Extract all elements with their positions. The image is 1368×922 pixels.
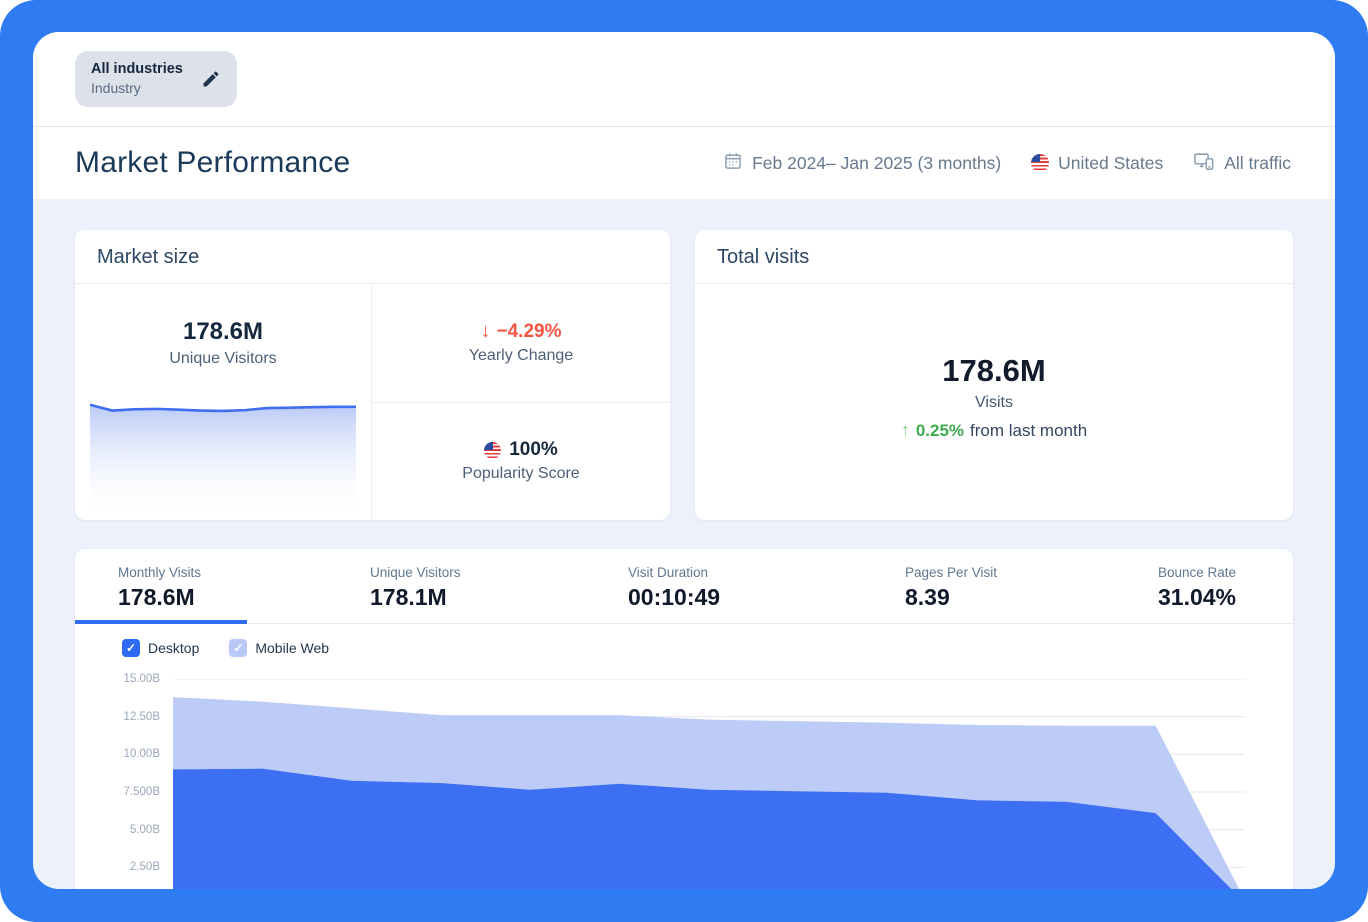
us-flag-icon: [1031, 154, 1050, 172]
industry-chip-text: All industries Industry: [91, 60, 183, 98]
stacked-area-chart: 15.00B 12.50B 10.00B 7.500B 5.00B 2.50B: [75, 665, 1293, 889]
total-visits-body: 178.6M Visits ↑ 0.25% from last month: [695, 284, 1293, 520]
tab-label: Monthly Visits: [118, 565, 202, 580]
tab-unique-visitors[interactable]: Unique Visitors 178.1M: [247, 549, 505, 624]
yearly-change-line: ↓ −4.29%: [481, 320, 562, 343]
market-size-title: Market size: [75, 230, 670, 284]
country-text: United States: [1058, 152, 1164, 173]
tab-label: Unique Visitors: [370, 565, 461, 580]
us-flag-icon: [484, 441, 502, 459]
change-percent: 0.25%: [915, 420, 965, 440]
tab-value: 178.1M: [370, 584, 447, 610]
date-range-filter[interactable]: Feb 2024– Jan 2025 (3 months): [723, 151, 1001, 176]
app-window: All industries Industry Market Performan…: [33, 32, 1335, 889]
unique-visitors-sparkline: [90, 394, 356, 518]
traffic-text: All traffic: [1224, 152, 1291, 173]
tab-value: 178.6M: [118, 584, 195, 610]
tab-value: 00:10:49: [628, 584, 721, 610]
mobile-web-label: Mobile Web: [255, 640, 330, 656]
unique-visitors-label: Unique Visitors: [169, 350, 277, 367]
unique-visitors-value: 178.6M: [182, 318, 264, 345]
ytick-7-5b: 7.500B: [123, 786, 160, 798]
yearly-change-value: −4.29%: [496, 320, 562, 342]
total-visits-value: 178.6M: [942, 353, 1046, 388]
tab-pages-per-visit[interactable]: Pages Per Visit 8.39: [782, 549, 1035, 624]
summary-cards-row: Market size 178.6M Unique Visitors ↓: [75, 230, 1293, 520]
yearly-change-label: Yearly Change: [468, 347, 574, 365]
tab-label: Pages Per Visit: [905, 565, 998, 580]
industry-selector-chip[interactable]: All industries Industry: [75, 50, 237, 108]
popularity-label: Popularity Score: [462, 465, 580, 483]
desktop-checkbox-item[interactable]: ✓ Desktop: [122, 639, 199, 657]
chart-plot: [173, 679, 1245, 889]
ytick-12-5b: 12.50B: [123, 710, 160, 723]
desktop-checkbox[interactable]: ✓: [122, 639, 140, 657]
mobile-web-checkbox-item[interactable]: ✓ Mobile Web: [229, 639, 329, 657]
total-visits-label: Visits: [975, 394, 1013, 411]
page-title: Market Performance: [75, 146, 351, 179]
popularity-value: 100%: [509, 439, 558, 461]
market-size-card: Market size 178.6M Unique Visitors ↓: [75, 230, 670, 520]
down-arrow-icon: ↓: [480, 320, 491, 343]
market-size-right-column: ↓ −4.29% Yearly Change 100% Popularity S…: [372, 284, 670, 520]
metrics-chart-card: Monthly Visits 178.6M Unique Visitors 17…: [75, 549, 1293, 889]
ytick-10b: 10.00B: [123, 748, 160, 761]
devices-icon: [1193, 151, 1215, 176]
page-header: Market Performance Feb: [33, 127, 1335, 199]
ytick-15b: 15.00B: [123, 673, 160, 685]
top-bar: All industries Industry: [33, 32, 1335, 127]
pencil-icon[interactable]: [201, 69, 221, 89]
popularity-score-cell: 100% Popularity Score: [372, 403, 670, 521]
yearly-change-cell: ↓ −4.29% Yearly Change: [372, 284, 670, 403]
up-arrow-icon: ↑: [900, 420, 910, 440]
mobile-web-checkbox[interactable]: ✓: [229, 639, 248, 657]
desktop-label: Desktop: [148, 640, 200, 656]
tab-monthly-visits[interactable]: Monthly Visits 178.6M: [75, 549, 247, 624]
total-visits-card: Total visits 178.6M Visits ↑ 0.25% from …: [695, 230, 1293, 520]
ytick-2-5b: 2.50B: [129, 861, 160, 874]
tab-value: 8.39: [905, 584, 950, 610]
total-visits-title: Total visits: [695, 230, 1293, 284]
metric-tabs: Monthly Visits 178.6M Unique Visitors 17…: [75, 549, 1293, 624]
industry-chip-value: All industries: [91, 60, 183, 77]
change-suffix: from last month: [970, 420, 1088, 440]
tab-visit-duration[interactable]: Visit Duration 00:10:49: [505, 549, 782, 624]
traffic-filter[interactable]: All traffic: [1193, 151, 1291, 176]
dashboard-content: Market size 178.6M Unique Visitors ↓: [33, 199, 1335, 889]
unique-visitors-cell: 178.6M Unique Visitors: [75, 284, 372, 520]
tab-label: Bounce Rate: [1158, 565, 1237, 580]
ytick-5b: 5.00B: [129, 823, 160, 836]
country-filter[interactable]: United States: [1031, 153, 1163, 174]
industry-chip-label: Industry: [91, 80, 141, 97]
header-filters: Feb 2024– Jan 2025 (3 months) United Sta…: [723, 151, 1291, 176]
tab-bounce-rate[interactable]: Bounce Rate 31.04%: [1035, 549, 1293, 624]
calendar-icon: [723, 151, 743, 176]
date-range-text: Feb 2024– Jan 2025 (3 months): [752, 152, 1002, 173]
total-visits-change: ↑ 0.25% from last month: [901, 420, 1087, 441]
device-filters: ✓ Desktop ✓ Mobile Web: [75, 624, 1293, 665]
popularity-line: 100%: [484, 439, 558, 461]
market-size-body: 178.6M Unique Visitors ↓ −4.29% Year: [75, 284, 670, 520]
tab-label: Visit Duration: [628, 565, 709, 580]
tab-value: 31.04%: [1158, 584, 1237, 610]
